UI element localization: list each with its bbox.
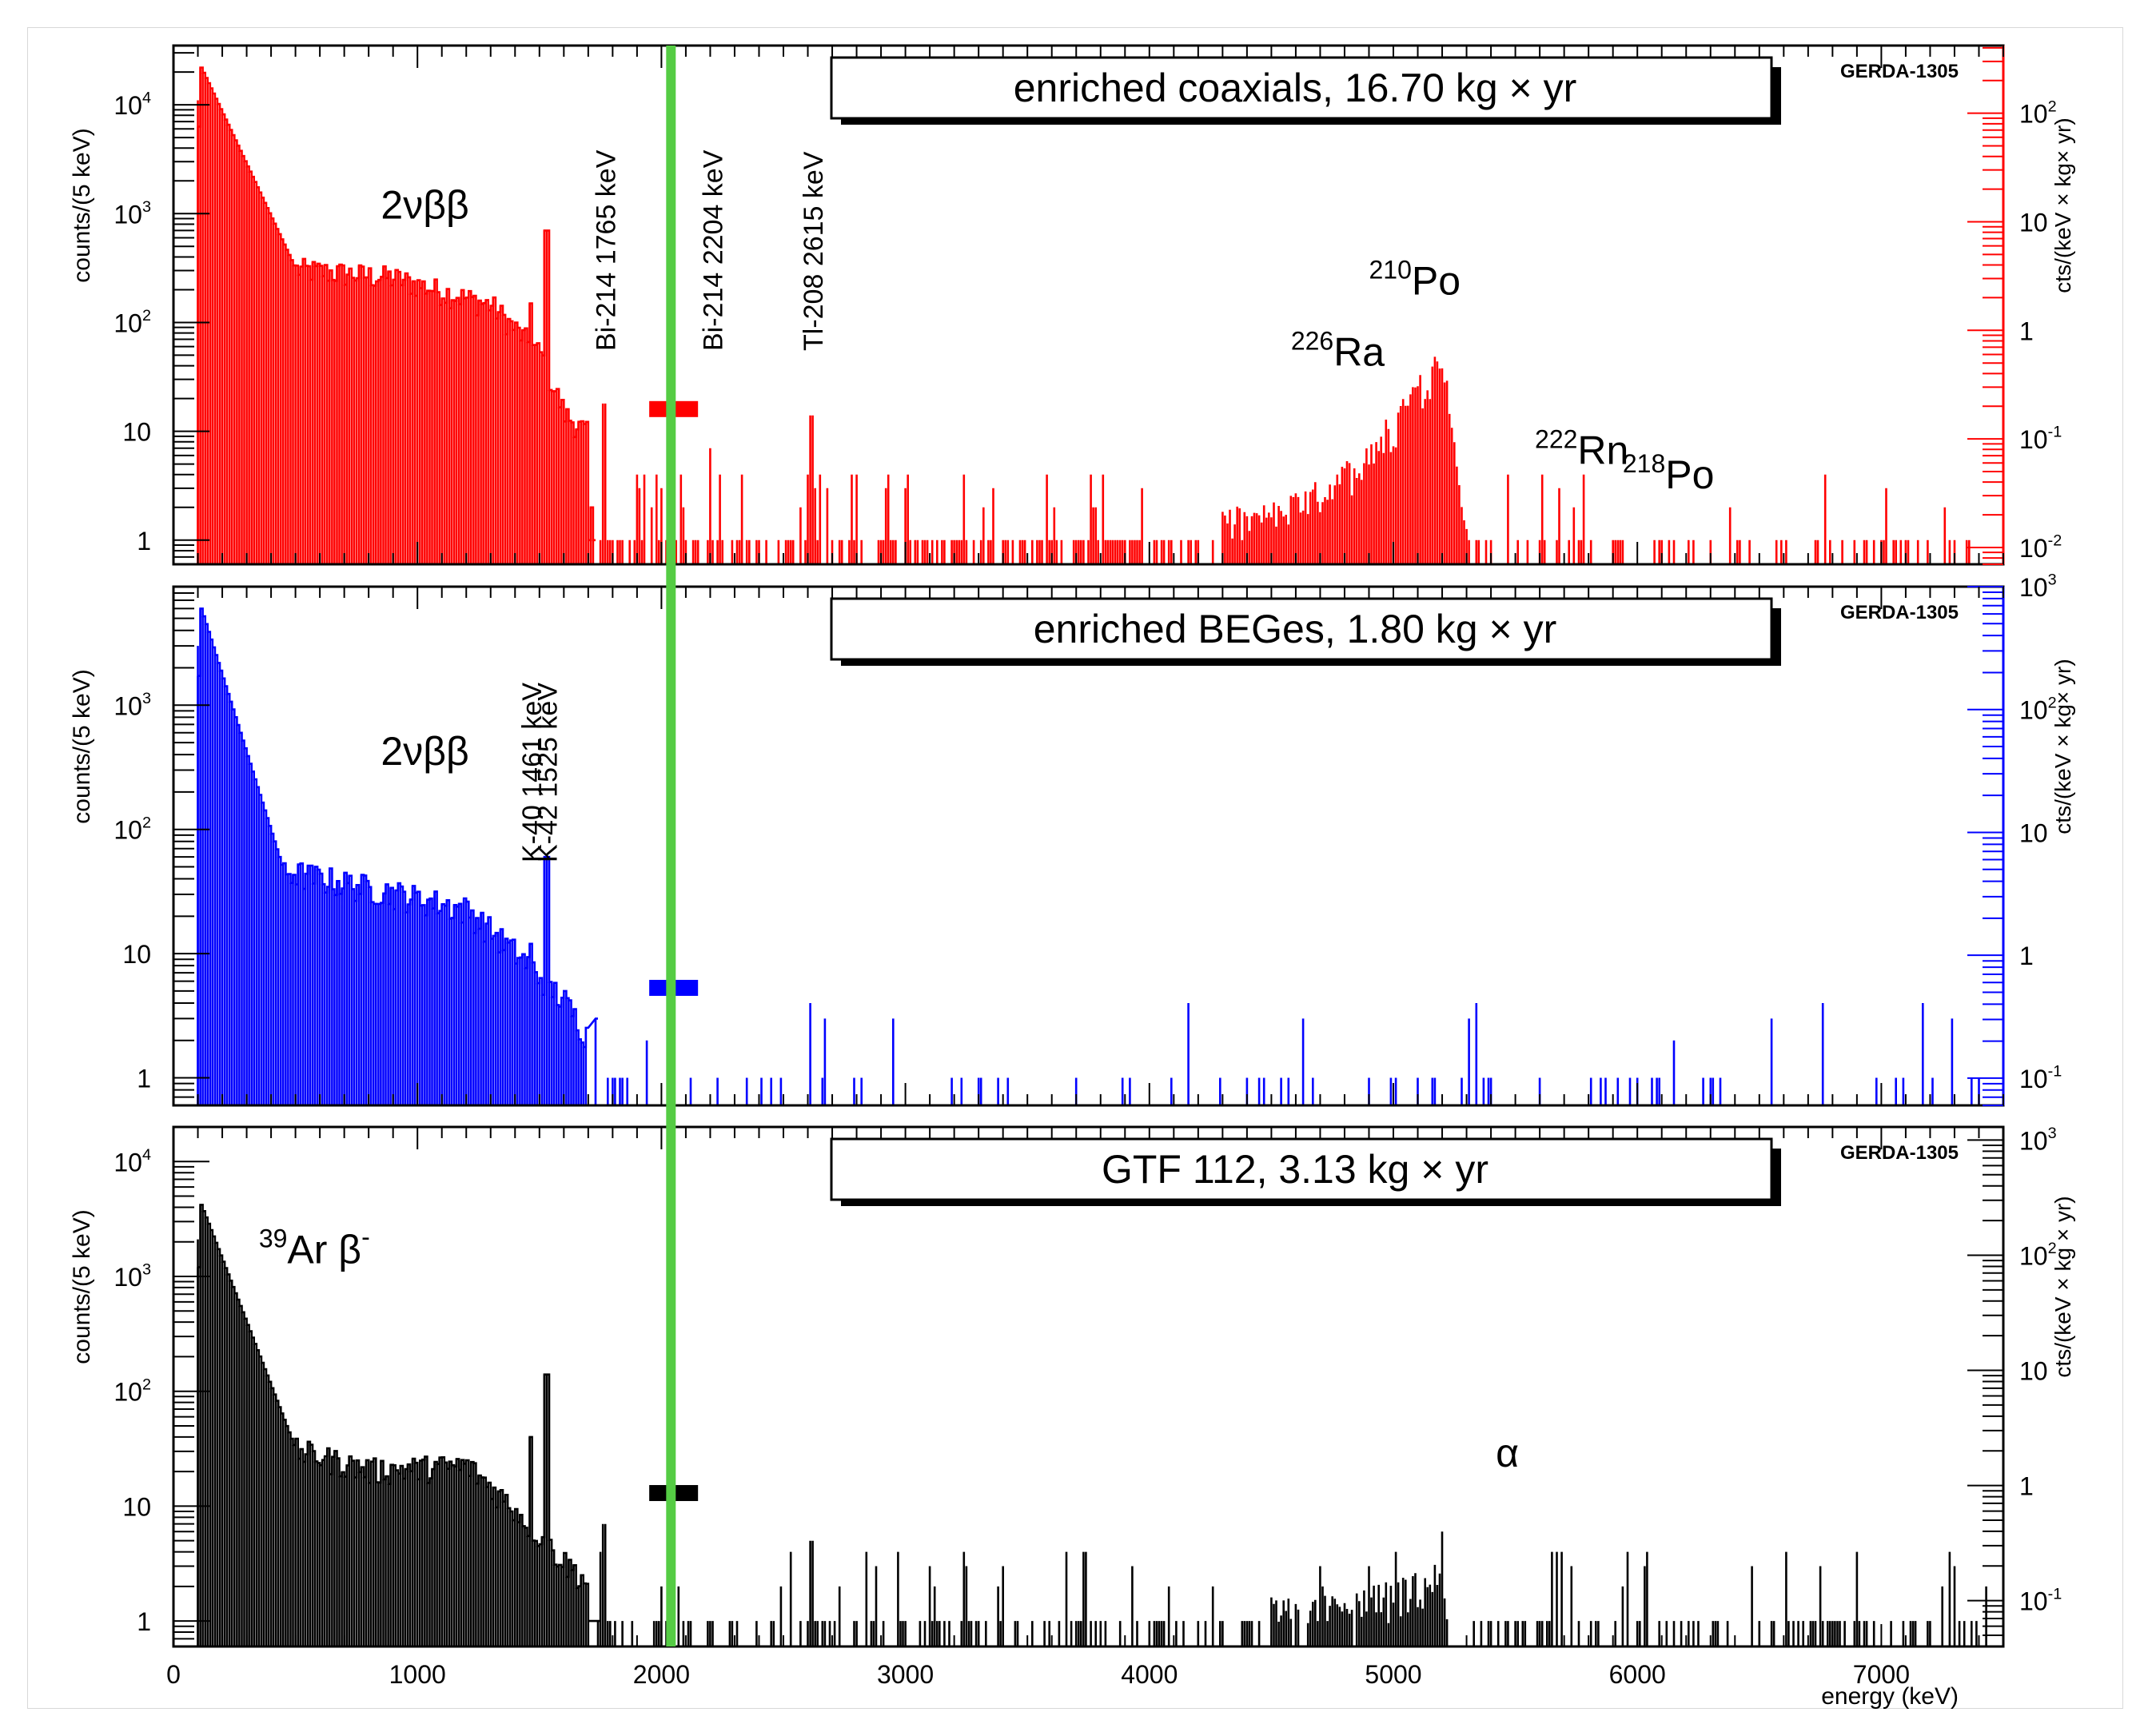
left-tick-label: 10: [122, 1492, 151, 1521]
peak-label: K-40 1461 keV: [517, 683, 548, 862]
x-axis-label: energy (keV): [1821, 1683, 1959, 1710]
histogram-outline: [197, 1204, 601, 1623]
left-tick-label: 103: [114, 690, 151, 720]
panel-top: 1 10 102 103 104 counts/(5 keV) 10-2 10-1 1 10 102…: [69, 44, 2075, 566]
left-tick-label: 10: [122, 418, 151, 447]
peak-label: Bi-214 2204 keV: [699, 149, 729, 351]
y-axis-label-right: cts/(keV × kg × yr): [2050, 1196, 2075, 1377]
left-tick-label: 104: [114, 1146, 151, 1177]
right-tick-label: 10: [2019, 208, 2048, 237]
title-box-shadow: [841, 118, 1781, 125]
panel-title: enriched BEGes, 1.80 kg × yr: [1034, 607, 1557, 651]
left-tick-label: 103: [114, 1261, 151, 1292]
annotation: α: [1496, 1431, 1519, 1475]
x-tick-label: 5000: [1365, 1660, 1421, 1689]
x-tick-label: 3000: [877, 1660, 934, 1689]
peak-label: Bi-214 1765 keV: [592, 149, 622, 351]
annotation: 226Ra: [1291, 327, 1385, 375]
y-axis-label-left: counts/(5 keV): [69, 669, 95, 823]
title-box-shadow-side: [1771, 1149, 1781, 1206]
gerda-tag: GERDA-1305: [1840, 1142, 1959, 1164]
title-box-shadow: [841, 1200, 1781, 1206]
right-tick-label: 10: [2019, 818, 2048, 847]
peak-label: Tl-208 2615 keV: [799, 151, 829, 351]
x-tick-label: 7000: [1853, 1660, 1910, 1689]
right-tick-label: 102: [2019, 1240, 2057, 1270]
left-tick-label: 102: [114, 1376, 151, 1406]
histogram-outline: [197, 607, 598, 1049]
title-box-shadow: [841, 659, 1781, 666]
y-axis-label-right: cts/(keV × kg× yr): [2050, 117, 2075, 293]
gerda-tag: GERDA-1305: [1840, 602, 1959, 623]
title-box-shadow-side: [1771, 608, 1781, 666]
histogram-bars: [197, 608, 1980, 1105]
annotation: 210Po: [1369, 256, 1461, 304]
right-tick-label: 103: [2019, 1125, 2057, 1155]
panel-title: GTF 112, 3.13 kg × yr: [1102, 1147, 1488, 1192]
annotation: 218Po: [1623, 449, 1715, 497]
title-box: [830, 597, 1773, 661]
right-tick-label: 1: [2019, 942, 2034, 970]
annotation: 39Ar β-: [259, 1223, 370, 1272]
x-tick-label: 2000: [633, 1660, 690, 1689]
title-box-shadow-side: [1771, 67, 1781, 125]
right-tick-label: 102: [2019, 98, 2057, 128]
histogram-bars: [197, 1204, 1987, 1646]
annotation: 2νββ: [381, 182, 468, 227]
panel-middle: 1 10 102 103 counts/(5 keV) 10-1 1 10 102 103 cts/…: [69, 571, 2075, 1107]
q-bb-line: [666, 46, 676, 1646]
annotation: 2νββ: [381, 729, 468, 774]
peak-label: K-42 1525 keV: [532, 683, 563, 862]
histogram-outline: [197, 66, 596, 542]
title-box: [830, 56, 1773, 120]
panel-title: enriched coaxials, 16.70 kg × yr: [1014, 66, 1577, 110]
y-axis-label-right: cts/(keV × kg× yr): [2050, 659, 2075, 834]
y-axis-label-left: counts/(5 keV): [69, 128, 95, 282]
x-tick-label: 4000: [1121, 1660, 1178, 1689]
left-tick-label: 1: [137, 1607, 151, 1636]
left-tick-label: 102: [114, 307, 151, 337]
right-tick-label: 103: [2019, 571, 2057, 602]
left-tick-label: 102: [114, 814, 151, 844]
x-tick-label: 6000: [1609, 1660, 1666, 1689]
right-tick-label: 10-1: [2019, 424, 2062, 454]
annotation: 222Rn: [1535, 425, 1628, 473]
right-tick-label: 10-1: [2019, 1062, 2062, 1093]
right-tick-label: 10-1: [2019, 1585, 2062, 1615]
panel-bottom: 1 10 102 103 104 counts/(5 keV) 10-1 1 10 102 103 c…: [69, 1125, 2075, 1710]
left-tick-label: 103: [114, 198, 151, 229]
right-tick-label: 10-2: [2019, 532, 2062, 563]
left-tick-label: 1: [137, 527, 151, 555]
left-tick-label: 10: [122, 940, 151, 969]
y-axis-label-left: counts/(5 keV): [69, 1209, 95, 1364]
left-tick-label: 1: [137, 1065, 151, 1093]
figure-frame: [27, 27, 2123, 1709]
right-tick-label: 1: [2019, 1472, 2034, 1501]
right-tick-label: 10: [2019, 1357, 2048, 1386]
right-tick-label: 102: [2019, 694, 2057, 724]
gerda-tag: GERDA-1305: [1840, 61, 1959, 82]
left-tick-label: 104: [114, 90, 151, 120]
right-tick-label: 1: [2019, 317, 2034, 345]
x-tick-label: 1000: [389, 1660, 446, 1689]
x-tick-label: 0: [166, 1660, 181, 1689]
